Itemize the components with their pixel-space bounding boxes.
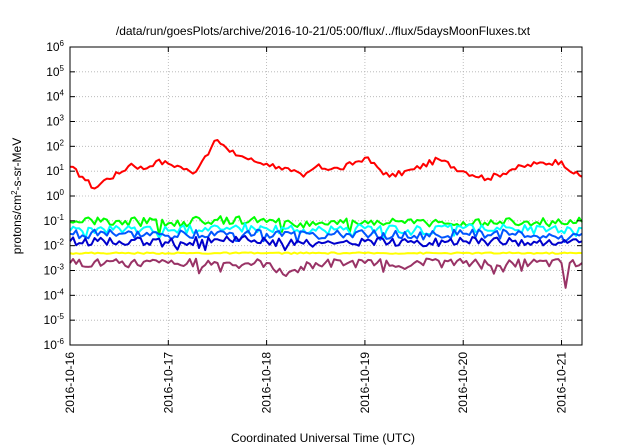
y-tick-label: 10-4 [44,287,65,302]
y-tick-exponent: -1 [57,213,65,222]
y-tick-exponent: -5 [57,312,65,321]
y-tick-exponent: 3 [60,114,65,123]
y-axis-label-pre: protons/cm [10,195,24,254]
y-tick-label: 102 [46,138,64,153]
y-tick-base: 10 [46,90,60,104]
y-axis-label: protons/cm2-s-sr-MeV [10,138,25,254]
y-tick-exponent: 0 [60,188,65,197]
x-tick-label: 2016-10-19 [358,352,372,414]
series-line-7 [69,257,583,289]
y-tick-base: 10 [46,189,60,203]
y-tick-exponent: 2 [60,138,65,147]
x-tick-label: 2016-10-18 [260,352,274,414]
x-tick-label: 2016-10-21 [555,352,569,414]
series-line-1 [69,139,583,190]
y-tick-base: 10 [46,65,60,79]
y-tick-exponent: 4 [60,89,65,98]
y-axis-label-sup: 2 [10,190,19,195]
y-tick-exponent: 5 [60,64,65,73]
y-tick-base: 10 [44,288,58,302]
y-tick-base: 10 [44,264,58,278]
y-tick-base: 10 [44,313,58,327]
y-tick-label: 105 [46,64,64,79]
x-axis: 2016-10-16 2016-10-17 2016-10-18 2016-10-19… [63,47,569,413]
x-tick-label: 2016-10-16 [63,352,77,414]
series-line-4 [69,228,583,244]
y-tick-exponent: -3 [57,263,65,272]
x-tick-label: 2016-10-17 [161,352,175,414]
y-tick-base: 10 [46,40,60,54]
series-line-6 [69,251,583,255]
y-axis-label-post: -s-sr-MeV [10,138,24,191]
series-group [69,139,583,289]
y-tick-exponent: 6 [60,39,65,48]
y-tick-base: 10 [46,115,60,129]
y-tick-base: 10 [44,239,58,253]
chart-title: /data/run/goesPlots/archive/2016-10-21/0… [116,24,531,38]
y-tick-exponent: -4 [57,287,65,296]
y-tick-label: 101 [46,163,64,178]
y-axis: 10-610-510-410-310-210-11001011021031041… [44,39,582,352]
y-tick-label: 10-1 [44,213,65,228]
series-line-5 [69,235,583,252]
y-tick-base: 10 [44,214,58,228]
y-tick-label: 100 [46,188,64,203]
y-tick-label: 10-5 [44,312,65,327]
y-tick-label: 104 [46,89,64,104]
y-tick-exponent: -2 [57,238,65,247]
grid-lines [70,47,582,345]
x-axis-label: Coordinated Universal Time (UTC) [231,431,415,445]
y-tick-exponent: -6 [57,337,65,346]
y-tick-label: 10-6 [44,337,65,352]
y-tick-base: 10 [46,164,60,178]
y-tick-label: 10-3 [44,263,65,278]
y-tick-label: 103 [46,114,64,129]
series-line-2 [69,215,583,236]
y-tick-exponent: 1 [60,163,65,172]
y-tick-base: 10 [46,139,60,153]
y-tick-base: 10 [44,338,58,352]
y-tick-label: 106 [46,39,64,54]
x-tick-label: 2016-10-20 [456,352,470,414]
y-tick-label: 10-2 [44,238,65,253]
